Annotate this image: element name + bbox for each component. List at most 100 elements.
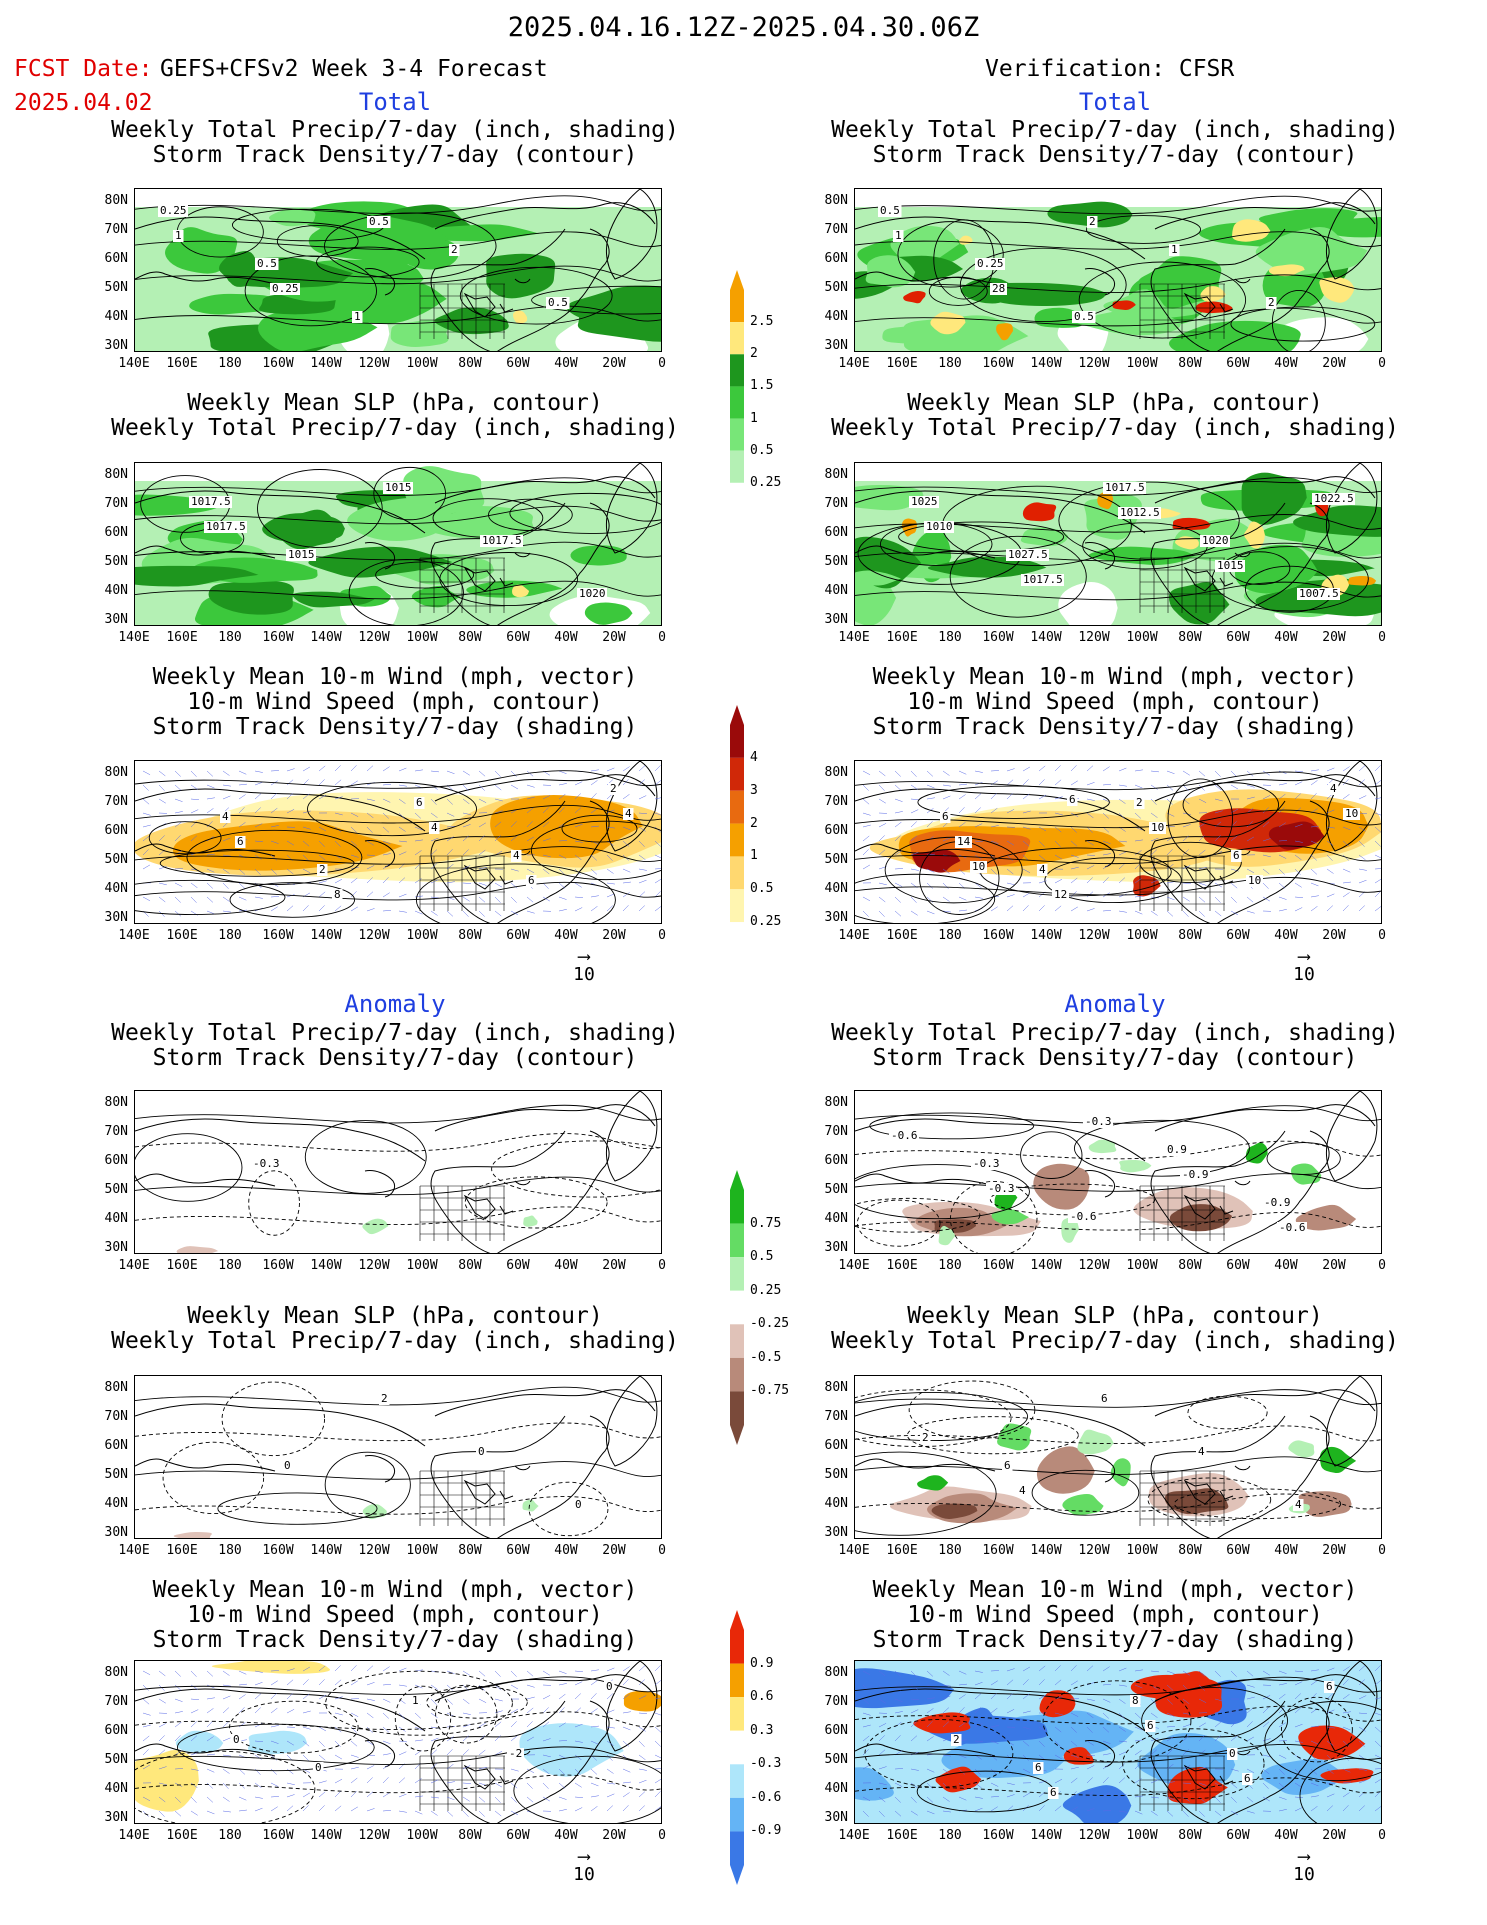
- wind-vector: [174, 882, 183, 887]
- lat-label-left-4-0: 80N: [104, 1380, 128, 1395]
- wind-vector: [1278, 854, 1287, 859]
- wind-vector: [478, 822, 486, 828]
- wind-vector: [862, 1684, 869, 1691]
- anomaly-contour: [1122, 1728, 1265, 1800]
- wind-vector: [1342, 854, 1349, 861]
- wind-vector: [398, 1777, 406, 1784]
- wind-vector: [1054, 1679, 1062, 1686]
- heavy-precip-shading: [1244, 521, 1265, 549]
- wind-vector: [350, 826, 357, 833]
- wind-vector: [1198, 1670, 1206, 1677]
- wind-vector: [254, 770, 263, 773]
- wind-vector: [350, 906, 358, 912]
- lon-label-right-3-3: 160W: [982, 1258, 1014, 1273]
- wind-vector: [1102, 1810, 1111, 1812]
- wind-vector: [302, 1679, 309, 1686]
- wind-vector: [494, 810, 503, 814]
- wind-vector: [1086, 765, 1094, 772]
- wind-vector: [606, 1768, 614, 1774]
- wind-vector: [622, 1792, 630, 1798]
- wind-vector: [910, 1670, 917, 1677]
- wind-vector: [606, 893, 615, 898]
- wind-vector: [1326, 1667, 1335, 1672]
- anomaly-contour: [248, 1170, 300, 1236]
- wind-vector: [318, 905, 325, 912]
- lon-label-left-0-3: 160W: [262, 356, 294, 371]
- contour-label: 1: [1171, 243, 1178, 256]
- wind-vector: [382, 1810, 391, 1812]
- wind-vector: [270, 906, 278, 912]
- wind-vector: [1214, 1735, 1221, 1742]
- wind-vector: [974, 807, 981, 814]
- contour-label: 1025: [911, 495, 938, 508]
- wind-vector: [1086, 782, 1095, 786]
- wind-vector: [894, 1684, 902, 1691]
- lat-label-left-3-5: 30N: [104, 1240, 128, 1255]
- contour-label-bg: [282, 1460, 293, 1472]
- wind-vector: [1070, 765, 1077, 772]
- wind-vector: [638, 765, 646, 772]
- coastline-8: [1234, 552, 1251, 558]
- wind-vector: [1246, 821, 1253, 828]
- lat-label-left-2-0: 80N: [104, 765, 128, 780]
- wind-vector: [494, 770, 501, 777]
- wind-vector: [1086, 1712, 1094, 1719]
- precip-shading: [1258, 208, 1358, 225]
- wind-vector: [590, 1782, 599, 1787]
- wind-vector: [654, 854, 661, 859]
- anomaly-contour: [221, 1381, 326, 1457]
- lat-label-right-3-4: 40N: [824, 1211, 848, 1226]
- wind-vector: [862, 1810, 869, 1817]
- wind-vector: [1246, 807, 1254, 814]
- precip-shading: [584, 602, 633, 625]
- wind-vector: [398, 877, 406, 884]
- contour-label-bg: [1149, 822, 1166, 834]
- wind-vector: [1134, 839, 1143, 842]
- wind-vector: [974, 1723, 983, 1728]
- panel-title-right-0-0: Weekly Total Precip/7-day (inch, shading…: [831, 117, 1399, 143]
- contour-line: [135, 541, 661, 561]
- wind-vector: [1326, 893, 1335, 898]
- wind-vector: [1022, 766, 1031, 772]
- wind-vector: [462, 849, 469, 856]
- wind-vector: [1006, 779, 1014, 786]
- panel-title-right-4-0: Weekly Mean SLP (hPa, contour): [907, 1303, 1323, 1329]
- wind-vector: [398, 1810, 407, 1813]
- wind-vector: [158, 1698, 166, 1704]
- wind-vector: [654, 812, 661, 816]
- wind-vector: [1022, 892, 1031, 898]
- wind-vector: [574, 1768, 581, 1775]
- lon-label-right-1-4: 140W: [1030, 630, 1062, 645]
- wind-vector: [302, 854, 309, 861]
- wind-vector: [1342, 881, 1351, 884]
- wind-vector: [942, 1707, 950, 1714]
- contour-label: 1020: [579, 587, 606, 600]
- panel-title-right-3-1: Storm Track Density/7-day (contour): [872, 1045, 1358, 1071]
- contour-label: 4: [1295, 1498, 1302, 1511]
- wind-vector: [1006, 1693, 1013, 1700]
- contour-label: 1: [895, 229, 902, 242]
- colorbar-storm-anom: [730, 1610, 744, 1885]
- wind-vector: [1022, 1792, 1031, 1798]
- dry-anomaly: [1036, 1446, 1095, 1494]
- wind-vector: [1134, 784, 1143, 789]
- wind-vector: [270, 1768, 277, 1775]
- wind-vector: [446, 1781, 455, 1784]
- colorbar-segment: [730, 450, 744, 483]
- wind-vector: [894, 882, 903, 887]
- contour-label: 1017.5: [1023, 573, 1063, 586]
- wind-vector: [190, 1721, 197, 1728]
- wind-vector: [1374, 1768, 1381, 1770]
- wind-vector: [558, 1809, 567, 1812]
- lat-label-left-1-4: 40N: [104, 583, 128, 598]
- wind-vector: [222, 1810, 231, 1813]
- wind-vector: [382, 853, 391, 856]
- contour-label: 0.9: [1167, 1143, 1187, 1156]
- wind-vector: [286, 1679, 294, 1686]
- contour-label: 0: [575, 1498, 582, 1511]
- heavy-precip-shading: [512, 310, 528, 324]
- wind-vector: [382, 1726, 390, 1733]
- wind-vector: [1006, 868, 1014, 875]
- colorbar-segment: [730, 1730, 744, 1765]
